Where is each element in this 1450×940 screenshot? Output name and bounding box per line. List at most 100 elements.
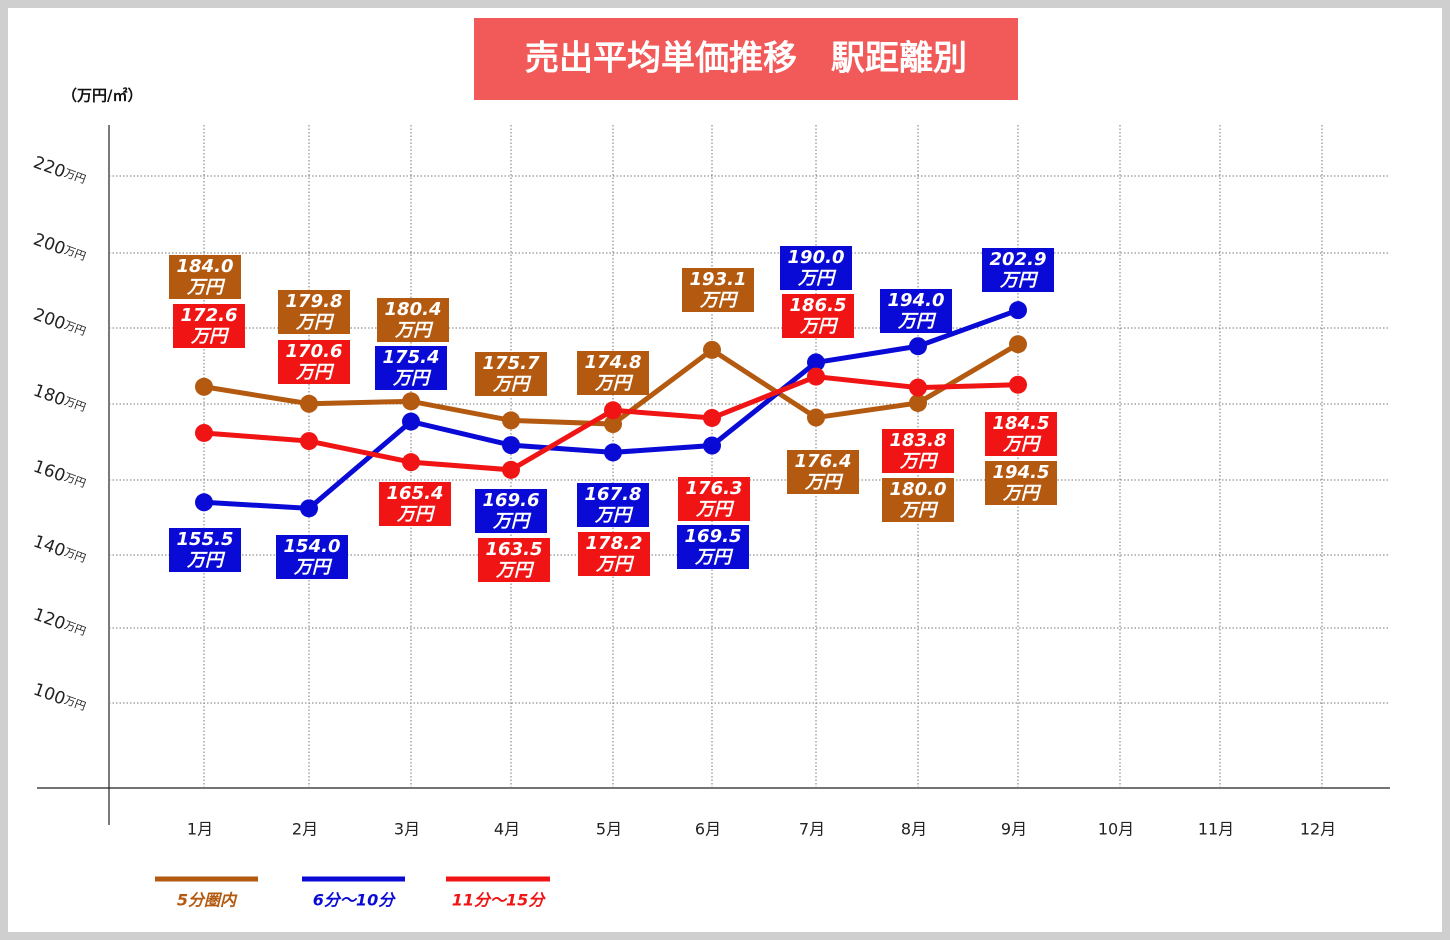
- value-label: 154.0: [284, 536, 341, 557]
- value-label: 193.1: [690, 269, 747, 290]
- value-label-box: [377, 298, 449, 342]
- data-point: [703, 340, 721, 359]
- value-label-box: [882, 429, 954, 473]
- value-label-box: [478, 538, 550, 582]
- data-point: [502, 436, 520, 455]
- title-box: [474, 18, 1018, 100]
- value-label: 169.5: [685, 526, 742, 547]
- data-point: [703, 436, 721, 455]
- value-label-unit: 万円: [594, 373, 634, 394]
- value-label-unit: 万円: [396, 504, 436, 525]
- value-label: 179.8: [286, 291, 343, 312]
- value-label: 170.6: [286, 341, 343, 362]
- value-label: 176.3: [686, 478, 743, 499]
- x-tick-label: 10月: [1098, 820, 1134, 839]
- value-label-box: [682, 268, 754, 312]
- value-label: 183.8: [890, 430, 947, 451]
- value-label-unit: 万円: [190, 326, 230, 347]
- value-label: 163.5: [486, 539, 543, 560]
- x-tick-label: 9月: [1001, 820, 1027, 839]
- data-point: [703, 408, 721, 427]
- data-point: [195, 423, 213, 442]
- chart-title: 売出平均単価推移 駅距離別: [525, 39, 967, 79]
- value-label-unit: 万円: [1002, 483, 1042, 504]
- data-point: [604, 401, 622, 420]
- value-label-unit: 万円: [394, 320, 434, 341]
- value-label: 155.5: [177, 529, 234, 550]
- data-point: [300, 432, 318, 451]
- data-point: [909, 378, 927, 397]
- x-tick-label: 11月: [1198, 820, 1234, 839]
- value-label-box: [475, 352, 547, 396]
- x-tick-label: 6月: [695, 820, 721, 839]
- data-point: [300, 499, 318, 518]
- data-point: [807, 367, 825, 386]
- value-label-box: [578, 532, 650, 576]
- value-label: 184.5: [993, 413, 1050, 434]
- data-point: [807, 408, 825, 427]
- value-label-unit: 万円: [295, 362, 335, 383]
- value-label-box: [780, 246, 852, 290]
- value-label-box: [880, 289, 952, 333]
- data-point: [1009, 375, 1027, 394]
- value-label-unit: 万円: [492, 374, 532, 395]
- value-label-unit: 万円: [799, 316, 839, 337]
- value-label-box: [169, 528, 241, 572]
- data-point: [195, 493, 213, 512]
- value-label-unit: 万円: [897, 311, 937, 332]
- value-label-box: [379, 482, 451, 526]
- value-label: 175.7: [483, 353, 540, 374]
- value-label-box: [577, 351, 649, 395]
- x-tick-label: 3月: [394, 820, 420, 839]
- value-label-unit: 万円: [186, 550, 226, 571]
- data-point: [1009, 301, 1027, 320]
- data-point: [604, 443, 622, 462]
- value-label-unit: 万円: [694, 547, 734, 568]
- value-label: 174.8: [585, 352, 642, 373]
- value-label: 169.6: [483, 490, 540, 511]
- value-label-box: [677, 525, 749, 569]
- value-label: 194.5: [993, 462, 1050, 483]
- legend-label: 11分～15分: [452, 891, 547, 910]
- data-point: [909, 393, 927, 412]
- value-label-box: [985, 461, 1057, 505]
- x-tick-label: 8月: [901, 820, 927, 839]
- value-label-unit: 万円: [804, 472, 844, 493]
- data-point: [402, 392, 420, 411]
- value-label: 175.4: [383, 347, 440, 368]
- value-label-unit: 万円: [999, 270, 1039, 291]
- x-tick-label: 1月: [187, 820, 213, 839]
- value-label-box: [782, 294, 854, 338]
- data-point: [807, 353, 825, 372]
- value-label: 184.0: [177, 256, 234, 277]
- value-label-box: [678, 477, 750, 521]
- legend-label: 6分～10分: [313, 891, 396, 910]
- data-point: [502, 460, 520, 479]
- value-label-unit: 万円: [797, 268, 837, 289]
- value-label: 186.5: [790, 295, 847, 316]
- value-label-unit: 万円: [495, 560, 535, 581]
- x-tick-label: 12月: [1300, 820, 1336, 839]
- value-label-unit: 万円: [594, 505, 634, 526]
- y-axis-label: （万円/㎡）: [62, 87, 142, 105]
- value-label-box: [375, 346, 447, 390]
- value-label-unit: 万円: [699, 290, 739, 311]
- data-point: [195, 377, 213, 396]
- x-tick-label: 5月: [596, 820, 622, 839]
- value-label-box: [985, 412, 1057, 456]
- value-label-unit: 万円: [293, 557, 333, 578]
- value-label-unit: 万円: [392, 368, 432, 389]
- value-label-box: [276, 535, 348, 579]
- data-point: [604, 415, 622, 434]
- value-label-unit: 万円: [899, 451, 939, 472]
- value-label-box: [173, 304, 245, 348]
- value-label: 176.4: [795, 451, 852, 472]
- value-label: 167.8: [585, 484, 642, 505]
- value-label-box: [577, 483, 649, 527]
- data-point: [402, 412, 420, 431]
- value-label-unit: 万円: [595, 554, 635, 575]
- value-label-box: [475, 489, 547, 533]
- value-label-box: [882, 478, 954, 522]
- data-point: [502, 411, 520, 430]
